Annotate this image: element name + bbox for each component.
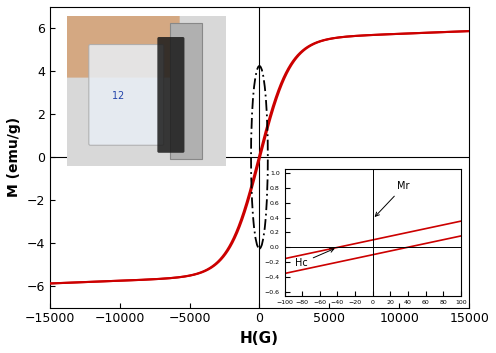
Y-axis label: M (emu/g): M (emu/g) bbox=[7, 117, 21, 197]
X-axis label: H(G): H(G) bbox=[240, 331, 279, 346]
